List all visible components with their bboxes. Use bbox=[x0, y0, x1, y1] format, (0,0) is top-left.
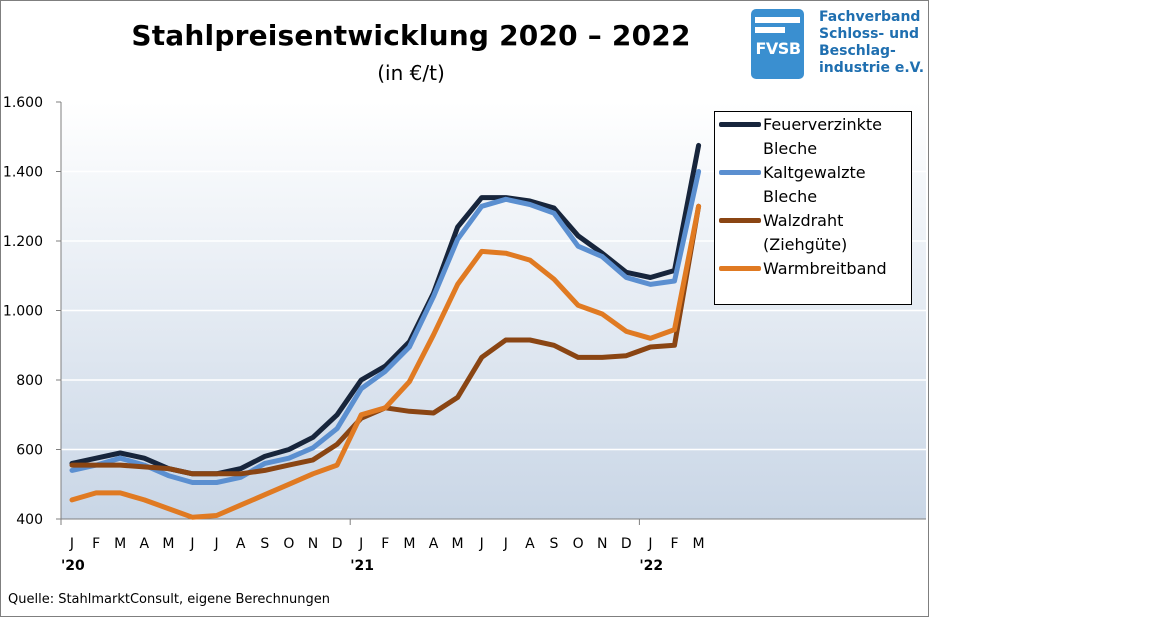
x-tick-label: D bbox=[332, 536, 343, 552]
organisation-name: Fachverband Schloss- und Beschlag- indus… bbox=[819, 9, 934, 77]
y-tick-label: 1.200 bbox=[3, 234, 43, 250]
x-tick-label: O bbox=[573, 536, 584, 552]
x-tick-label: F bbox=[670, 536, 678, 552]
axes bbox=[56, 101, 926, 525]
x-tick-label: S bbox=[550, 536, 559, 552]
x-tick-label: M bbox=[162, 536, 174, 552]
logo-text: FVSB bbox=[755, 39, 801, 58]
chart-frame: Stahlpreisentwicklung 2020 – 2022 (in €/… bbox=[0, 0, 929, 617]
x-tick-label: J bbox=[69, 536, 74, 552]
x-tick-label: J bbox=[189, 536, 194, 552]
org-line: Beschlag- bbox=[819, 43, 896, 59]
legend-label-warmbreitband: Warmbreitband bbox=[763, 259, 887, 278]
x-tick-label: D bbox=[621, 536, 632, 552]
x-tick-label: S bbox=[260, 536, 269, 552]
x-tick-label: M bbox=[114, 536, 126, 552]
y-tick-label: 1.600 bbox=[3, 95, 43, 111]
x-tick-label: J bbox=[503, 536, 508, 552]
y-tick-label: 1.400 bbox=[3, 165, 43, 181]
x-tick-label: F bbox=[92, 536, 100, 552]
chart-title: Stahlpreisentwicklung 2020 – 2022 bbox=[131, 19, 691, 52]
x-tick-labels: J F M A M J J A S O N D J F M A M J J A S O N D J F M'20'21'22 bbox=[61, 536, 705, 574]
y-tick-label: 800 bbox=[16, 373, 43, 389]
legend-swatch-warmbreitband bbox=[719, 266, 761, 271]
y-tick-label: 400 bbox=[16, 512, 43, 528]
legend-swatch-walzdraht bbox=[719, 218, 761, 223]
chart-legend: Feuerverzinkte Bleche Kaltgewalzte Blech… bbox=[714, 111, 912, 305]
year-label: '22 bbox=[639, 558, 663, 574]
logo-stripe bbox=[755, 27, 785, 33]
x-tick-label: A bbox=[429, 536, 439, 552]
org-line: Schloss- und bbox=[819, 26, 920, 42]
x-tick-label: M bbox=[452, 536, 464, 552]
y-tick-label: 600 bbox=[16, 443, 43, 459]
org-line: industrie e.V. bbox=[819, 60, 925, 76]
x-tick-label: J bbox=[358, 536, 363, 552]
legend-label-feuerverzinkte: Feuerverzinkte Bleche bbox=[763, 115, 882, 158]
org-line: Fachverband bbox=[819, 9, 921, 25]
legend-swatch-feuerverzinkte bbox=[719, 122, 761, 127]
source-note: Quelle: StahlmarktConsult, eigene Berech… bbox=[8, 592, 331, 607]
x-tick-label: N bbox=[308, 536, 318, 552]
x-tick-label: J bbox=[647, 536, 652, 552]
legend-label-walzdraht: Walzdraht (Ziehgüte) bbox=[763, 211, 848, 254]
x-tick-label: A bbox=[236, 536, 246, 552]
x-tick-label: J bbox=[214, 536, 219, 552]
x-tick-label: A bbox=[140, 536, 150, 552]
x-tick-label: F bbox=[381, 536, 389, 552]
series-lines bbox=[69, 142, 702, 520]
x-tick-label: J bbox=[479, 536, 484, 552]
x-tick-label: O bbox=[283, 536, 294, 552]
y-tick-labels: 400 600 800 1.000 1.200 1.400 1.600 bbox=[3, 95, 43, 528]
legend-swatch-kaltgewalzte bbox=[719, 170, 761, 175]
x-tick-label: M bbox=[403, 536, 415, 552]
x-tick-label: M bbox=[693, 536, 705, 552]
x-tick-label: A bbox=[525, 536, 535, 552]
series-line-2 bbox=[69, 169, 702, 485]
year-label: '21 bbox=[350, 558, 374, 574]
legend-label-kaltgewalzte: Kaltgewalzte Bleche bbox=[763, 163, 866, 206]
series-line-4 bbox=[69, 203, 702, 520]
logo-stripe bbox=[755, 17, 800, 23]
y-tick-label: 1.000 bbox=[3, 304, 43, 320]
chart-subtitle: (in €/t) bbox=[377, 61, 445, 85]
year-label: '20 bbox=[61, 558, 85, 574]
x-tick-label: N bbox=[597, 536, 607, 552]
fvsb-logo-badge bbox=[751, 9, 804, 79]
